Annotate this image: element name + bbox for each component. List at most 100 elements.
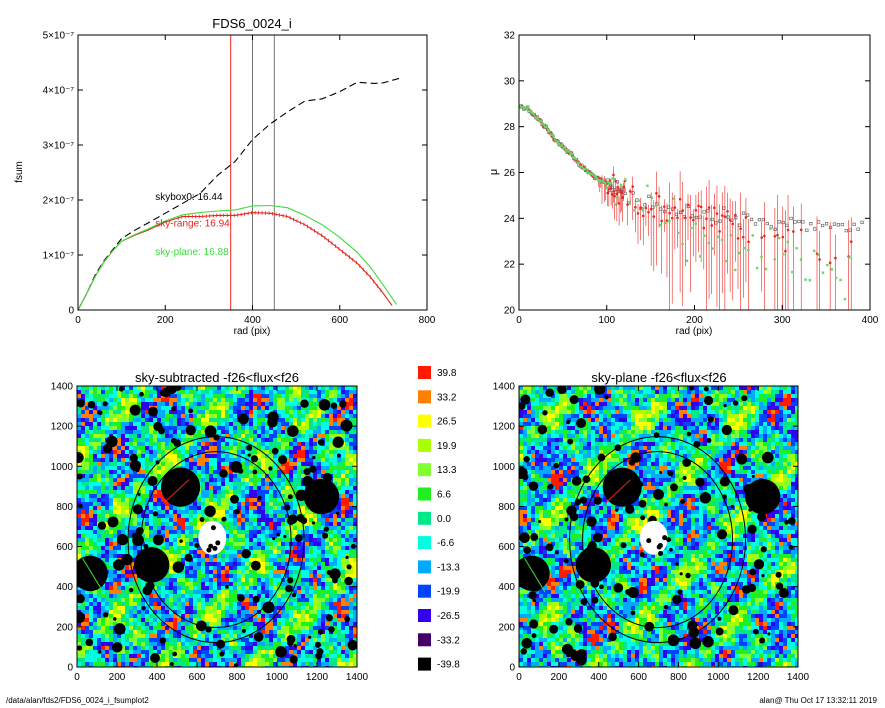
sky-subtracted-pixel <box>305 590 309 594</box>
sky-subtracted-pixel <box>309 574 313 578</box>
sky-subtracted-pixel <box>301 526 305 530</box>
sky-subtracted-pixel <box>133 554 137 558</box>
sky-subtracted-pixel <box>321 626 325 630</box>
sky-subtracted-pixel <box>161 606 165 610</box>
sky-subtracted-pixel <box>129 386 133 390</box>
sky-subtracted-pixel <box>341 626 345 630</box>
mu-point-range <box>678 197 682 201</box>
sky-subtracted-pixel <box>165 518 169 522</box>
sky-subtracted-pixel <box>245 506 249 510</box>
sky-subtracted-pixel <box>305 534 309 538</box>
sky-subtracted-pixel <box>325 446 329 450</box>
sky-subtracted-pixel <box>181 458 185 462</box>
sky-subtracted-pixel <box>285 522 289 526</box>
mu-point-skybox <box>694 215 698 220</box>
sky-subtracted-pixel <box>125 614 129 618</box>
sky-subtracted-pixel <box>265 566 269 570</box>
sky-subtracted-pixel <box>205 602 209 606</box>
sky-subtracted-pixel <box>309 390 313 394</box>
sky-subtracted-pixel <box>317 582 321 586</box>
sky-subtracted-pixel <box>217 566 221 570</box>
sky-subtracted-pixel <box>261 518 265 522</box>
sky-subtracted-pixel <box>321 462 325 466</box>
sky-subtracted-pixel <box>349 594 353 598</box>
sky-subtracted-pixel <box>273 506 277 510</box>
mu-point-skybox <box>801 220 805 224</box>
sky-subtracted-pixel <box>341 494 345 498</box>
sky-subtracted-pixel <box>129 438 133 442</box>
sky-subtracted-pixel <box>141 426 145 430</box>
sky-subtracted-pixel <box>181 522 185 526</box>
sky-subtracted-pixel <box>353 570 357 574</box>
sky-subtracted-pixel <box>265 558 269 562</box>
sky-subtracted-pixel <box>229 478 233 482</box>
sky-subtracted-pixel <box>337 550 341 554</box>
sky-subtracted-pixel <box>337 542 341 546</box>
sky-subtracted-pixel <box>169 402 173 406</box>
mu-point-plane <box>690 226 693 230</box>
sky-subtracted-pixel <box>321 394 325 398</box>
mu-point-plane <box>734 268 737 272</box>
sky-subtracted-pixel <box>181 526 185 530</box>
sky-subtracted-pixel <box>305 570 309 574</box>
sky-subtracted-pixel <box>249 406 253 410</box>
sky-subtracted-pixel <box>241 386 245 390</box>
sky-subtracted-pixel <box>165 438 169 442</box>
sky-subtracted-pixel <box>257 602 261 606</box>
sky-subtracted-pixel <box>213 386 217 390</box>
sky-subtracted-pixel <box>77 450 81 454</box>
sky-subtracted-pixel <box>145 610 149 614</box>
sky-subtracted-pixel <box>121 550 125 554</box>
mu-ytick-label: 30 <box>504 76 516 87</box>
sky-subtracted-pixel <box>277 426 281 430</box>
sky-subtracted-pixel <box>197 630 201 634</box>
sky-subtracted-pixel <box>89 422 93 426</box>
sky-subtracted-pixel <box>105 394 109 398</box>
sky-subtracted-pixel <box>289 562 293 566</box>
sky-subtracted-pixel <box>177 558 181 562</box>
sky-subtracted-pixel <box>157 414 161 418</box>
sky-subtracted-pixel <box>273 426 277 430</box>
sky-subtracted-pixel <box>265 470 269 474</box>
sky-subtracted-pixel <box>329 534 333 538</box>
sky-subtracted-pixel <box>161 498 165 502</box>
sky-subtracted-pixel <box>317 614 321 618</box>
sky-subtracted-pixel <box>105 494 109 498</box>
sky-subtracted-pixel <box>353 506 357 510</box>
sky-subtracted-pixel <box>321 598 325 602</box>
sky-subtracted-pixel <box>113 406 117 410</box>
sky-subtracted-pixel <box>313 622 317 626</box>
sky-subtracted-pixel <box>321 618 325 622</box>
sky-subtracted-pixel <box>337 490 341 494</box>
sky-subtracted-pixel <box>333 530 337 534</box>
sky-subtracted-pixel <box>177 602 181 606</box>
sky-subtracted-pixel <box>97 530 101 534</box>
sky-subtracted-pixel <box>229 450 233 454</box>
sky-subtracted-pixel <box>177 526 181 530</box>
sky-subtracted-pixel <box>81 530 85 534</box>
sky-subtracted-pixel <box>169 506 173 510</box>
sky-subtracted-pixel <box>337 522 341 526</box>
sky-subtracted-pixel <box>349 562 353 566</box>
sky-subtracted-pixel <box>133 386 137 390</box>
sky-subtracted-pixel <box>273 514 277 518</box>
sky-subtracted-pixel <box>125 490 129 494</box>
sky-subtracted-pixel <box>241 578 245 582</box>
sky-subtracted-pixel <box>337 482 341 486</box>
sky-subtracted-pixel <box>301 454 305 458</box>
sky-subtracted-pixel <box>145 490 149 494</box>
sky-subtracted-pixel <box>189 618 193 622</box>
fsum-xlabel: rad (pix) <box>234 326 271 337</box>
sky-subtracted-pixel <box>301 590 305 594</box>
mu-point-plane <box>760 255 763 259</box>
sky-subtracted-pixel <box>193 546 197 550</box>
sky-subtracted-pixel <box>165 430 169 434</box>
sky-subtracted-pixel <box>109 490 113 494</box>
sky-subtracted-pixel <box>241 410 245 414</box>
sky-subtracted-pixel <box>89 454 93 458</box>
sky-subtracted-pixel <box>125 478 129 482</box>
sky-subtracted-pixel <box>201 506 205 510</box>
sky-subtracted-pixel <box>209 454 213 458</box>
sky-subtracted-pixel <box>273 594 277 598</box>
sky-subtracted-pixel <box>293 602 297 606</box>
